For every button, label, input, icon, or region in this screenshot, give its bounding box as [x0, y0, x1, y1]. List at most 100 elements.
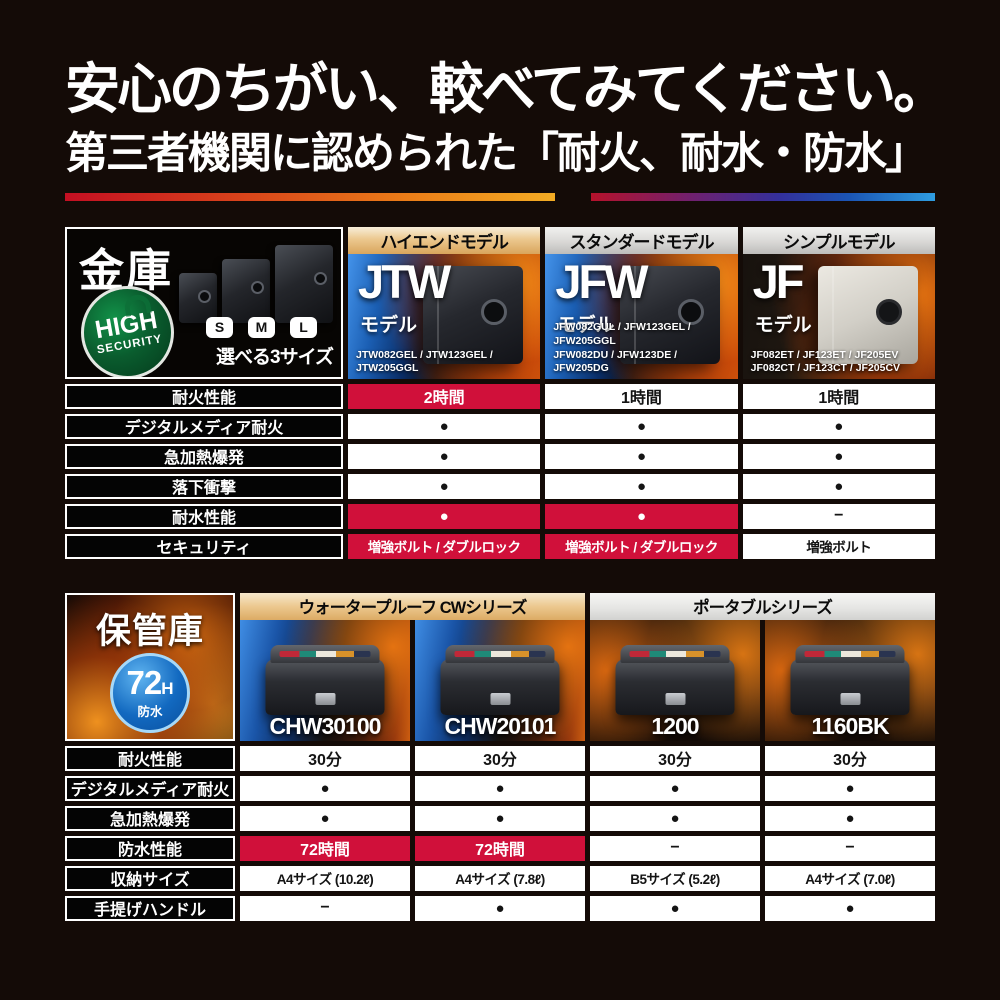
cell-fire-1200: 30分 — [590, 745, 760, 771]
jtw-model-numbers: JTW082GEL / JTW123GEL / JTW205GGL — [356, 349, 536, 376]
cell-heat-jf: ● — [742, 443, 935, 469]
row-label: 収納サイズ — [65, 865, 235, 891]
safes-product-columns: ハイエンドモデル JTW モデル JTW082GEL / JTW123GEL /… — [348, 226, 935, 379]
headline-main: 安心のちがい、較べてみてください。 — [65, 58, 948, 120]
cell-heat-1160bk: ● — [765, 805, 935, 831]
cell-size-chw20101: A4サイズ (7.8ℓ) — [415, 865, 585, 891]
storage-category-label: 保管庫 — [95, 611, 204, 651]
cell-fire-jfw: 1時間 — [545, 383, 738, 409]
row-label: 耐水性能 — [65, 503, 343, 529]
product-name-1160bk: 1160BK — [811, 712, 889, 739]
documents-illustration — [804, 651, 896, 658]
waterproof-series-photos: CHW30100 CHW20101 — [240, 619, 585, 741]
jtw-model-name: JTW — [358, 254, 451, 308]
jfw-numbers-line1: JFW082GUL / JFW123GEL / JFW205GGL — [553, 321, 691, 347]
safes-comparison-table: 金庫 HIGH SECURITY S M L — [65, 226, 935, 559]
size-chips: S M L — [206, 316, 317, 338]
badge-72-caption: 防水 — [137, 704, 163, 719]
size-chip-s: S — [206, 316, 233, 338]
cell-media-1200: ● — [590, 775, 760, 801]
documents-illustration — [279, 651, 371, 658]
jf-numbers-line2: JF082CT / JF123CT / JF205CV — [750, 362, 901, 375]
storage-table-header: 保管庫 72 H 防水 ウォータープルーフ CWシリーズ — [65, 592, 935, 741]
column-jtw: ハイエンドモデル JTW モデル JTW082GEL / JTW123GEL /… — [348, 226, 541, 379]
1160bk-product-photo: 1160BK — [765, 619, 935, 741]
jtw-model-type: モデル — [360, 314, 418, 336]
cell-heat-jtw: ● — [348, 443, 541, 469]
table-row: 耐火性能 2時間 1時間 1時間 — [65, 383, 935, 409]
table-row: 急加熱爆発 ● ● ● ● — [65, 805, 935, 831]
cell-drop-jf: ● — [742, 473, 935, 499]
cell-media-jfw: ● — [545, 413, 738, 439]
cell-waterproof-chw30100: 72時間 — [240, 835, 410, 861]
cell-heat-1200: ● — [590, 805, 760, 831]
documents-illustration — [454, 651, 546, 658]
row-label: セキュリティ — [65, 533, 343, 559]
cell-media-chw20101: ● — [415, 775, 585, 801]
row-label: 耐火性能 — [65, 383, 343, 409]
chest-safe-illustration — [265, 645, 385, 715]
chw20101-product-photo: CHW20101 — [415, 619, 585, 741]
safe-medium-icon — [222, 258, 270, 323]
jfw-numbers-line2: JFW082DU / JFW123DE / JFW205DG — [553, 348, 678, 375]
chw30100-product-photo: CHW30100 — [240, 619, 410, 741]
table-row: デジタルメディア耐火 ● ● ● ● — [65, 775, 935, 801]
cell-fire-jtw: 2時間 — [348, 383, 541, 409]
table-row: 収納サイズ A4サイズ (10.2ℓ) A4サイズ (7.8ℓ) B5サイズ (… — [65, 865, 935, 891]
table-row: 防水性能 72時間 72時間 − − — [65, 835, 935, 861]
row-label: 落下衝撃 — [65, 473, 343, 499]
cell-fire-1160bk: 30分 — [765, 745, 935, 771]
portable-series-group: ポータブルシリーズ 1200 1160BK — [590, 592, 935, 741]
row-label: デジタルメディア耐火 — [65, 413, 343, 439]
cell-heat-chw20101: ● — [415, 805, 585, 831]
row-label: 手提げハンドル — [65, 895, 235, 921]
waterproof-72h-badge: 72 H 防水 — [110, 652, 190, 733]
cell-security-jf: 増強ボルト — [742, 533, 935, 559]
chest-safe-illustration — [790, 645, 910, 715]
product-name-chw30100: CHW30100 — [269, 712, 382, 739]
safes-table-header: 金庫 HIGH SECURITY S M L — [65, 226, 935, 379]
storage-comparison-table: 保管庫 72 H 防水 ウォータープルーフ CWシリーズ — [65, 592, 935, 921]
jfw-product-photo: JFW モデル JFW082GUL / JFW123GEL / JFW205GG… — [545, 253, 738, 379]
content-area: 安心のちがい、較べてみてください。 第三者機関に認められた「耐火、耐水・防水」 … — [65, 58, 948, 921]
tier-band-standard: スタンダードモデル — [545, 226, 738, 254]
dark-safe-illustration — [620, 266, 721, 364]
jtw-numbers-line2: JTW205GGL — [356, 362, 419, 375]
cell-media-jf: ● — [742, 413, 935, 439]
safe-large-icon — [275, 244, 333, 323]
cell-handle-1160bk: ● — [765, 895, 935, 921]
cell-media-1160bk: ● — [765, 775, 935, 801]
size-chip-m: M — [248, 316, 275, 338]
badge-72-unit: H — [161, 678, 174, 698]
row-label: デジタルメディア耐火 — [65, 775, 235, 801]
cell-drop-jfw: ● — [545, 473, 738, 499]
jf-model-type: モデル — [754, 314, 812, 336]
safes-category-cell: 金庫 HIGH SECURITY S M L — [65, 226, 343, 379]
jtw-numbers-line1: JTW082GEL / JTW123GEL / — [356, 348, 493, 361]
lock-icon — [122, 292, 152, 317]
1200-product-photo: 1200 — [590, 619, 760, 741]
series-band-waterproof: ウォータープルーフ CWシリーズ — [240, 592, 585, 620]
safe-small-icon — [179, 272, 217, 323]
jfw-model-name: JFW — [555, 254, 648, 308]
sizes-caption: 選べる3サイズ — [216, 346, 334, 368]
cell-fire-jf: 1時間 — [742, 383, 935, 409]
cell-security-jfw: 増強ボルト / ダブルロック — [545, 533, 738, 559]
cell-heat-chw30100: ● — [240, 805, 410, 831]
accent-bars — [65, 192, 935, 201]
cell-waterproof-1160bk: − — [765, 835, 935, 861]
size-chip-l: L — [290, 316, 317, 338]
row-label: 急加熱爆発 — [65, 443, 343, 469]
badge-72h-line: 72 H — [127, 666, 174, 699]
cell-waterproof-1200: − — [590, 835, 760, 861]
waterproof-series-group: ウォータープルーフ CWシリーズ CHW30100 CHW20101 — [240, 592, 585, 741]
cell-water-jtw: ● — [348, 503, 541, 529]
cell-handle-chw20101: ● — [415, 895, 585, 921]
light-safe-illustration — [817, 266, 918, 364]
cell-waterproof-chw20101: 72時間 — [415, 835, 585, 861]
cell-water-jf: − — [742, 503, 935, 529]
row-label: 防水性能 — [65, 835, 235, 861]
three-safes-illustration — [179, 244, 333, 323]
series-band-portable: ポータブルシリーズ — [590, 592, 935, 620]
